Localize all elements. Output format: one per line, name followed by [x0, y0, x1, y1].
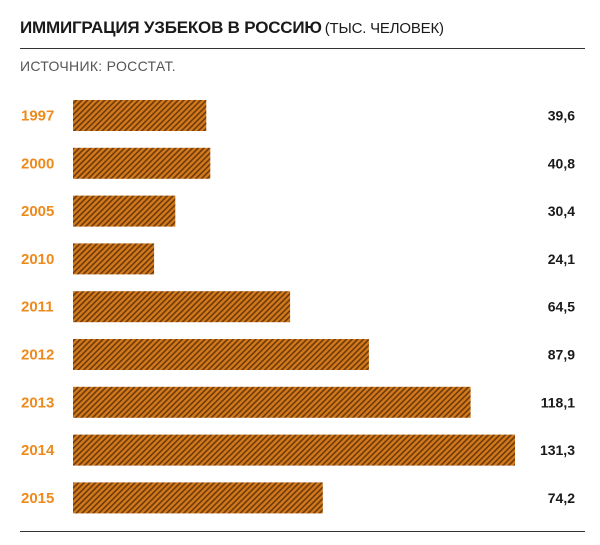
- bar: [73, 482, 323, 514]
- value-label: 64,5: [548, 299, 575, 315]
- value-label: 39,6: [548, 108, 575, 124]
- value-label: 131,3: [540, 442, 575, 458]
- bar: [73, 243, 155, 275]
- year-label: 2014: [21, 442, 55, 459]
- bar: [73, 195, 176, 227]
- year-label: 2010: [21, 251, 54, 268]
- bar: [73, 100, 207, 131]
- bar: [73, 291, 291, 323]
- value-label: 30,4: [548, 203, 575, 219]
- year-label: 2000: [21, 155, 54, 172]
- value-label: 74,2: [548, 490, 575, 506]
- chart-source: ИСТОЧНИК: РОССТАТ.: [20, 58, 176, 74]
- year-label: 2005: [21, 203, 54, 220]
- year-label: 2011: [21, 299, 54, 316]
- bottom-divider: [20, 531, 585, 532]
- bars-group: 1997 39,6 2000 40,8 2005 30,4 2010 24,1 2011 64,5…: [21, 100, 575, 514]
- bar: [73, 386, 471, 418]
- chart-title: ИММИГРАЦИЯ УЗБЕКОВ В РОССИЮ: [20, 18, 322, 37]
- value-label: 118,1: [541, 394, 575, 410]
- bar: [73, 147, 211, 179]
- value-label: 40,8: [548, 155, 575, 171]
- bar: [73, 434, 515, 466]
- year-label: 2015: [21, 490, 54, 507]
- year-label: 2013: [21, 394, 54, 411]
- chart-unit: (ТЫС. ЧЕЛОВЕК): [324, 20, 444, 37]
- value-label: 24,1: [548, 251, 575, 267]
- bar: [73, 339, 369, 370]
- value-label: 87,9: [548, 347, 575, 363]
- chart-header: ИММИГРАЦИЯ УЗБЕКОВ В РОССИЮ (ТЫС. ЧЕЛОВЕК…: [20, 18, 585, 49]
- year-label: 2012: [21, 347, 54, 364]
- year-label: 1997: [21, 108, 54, 125]
